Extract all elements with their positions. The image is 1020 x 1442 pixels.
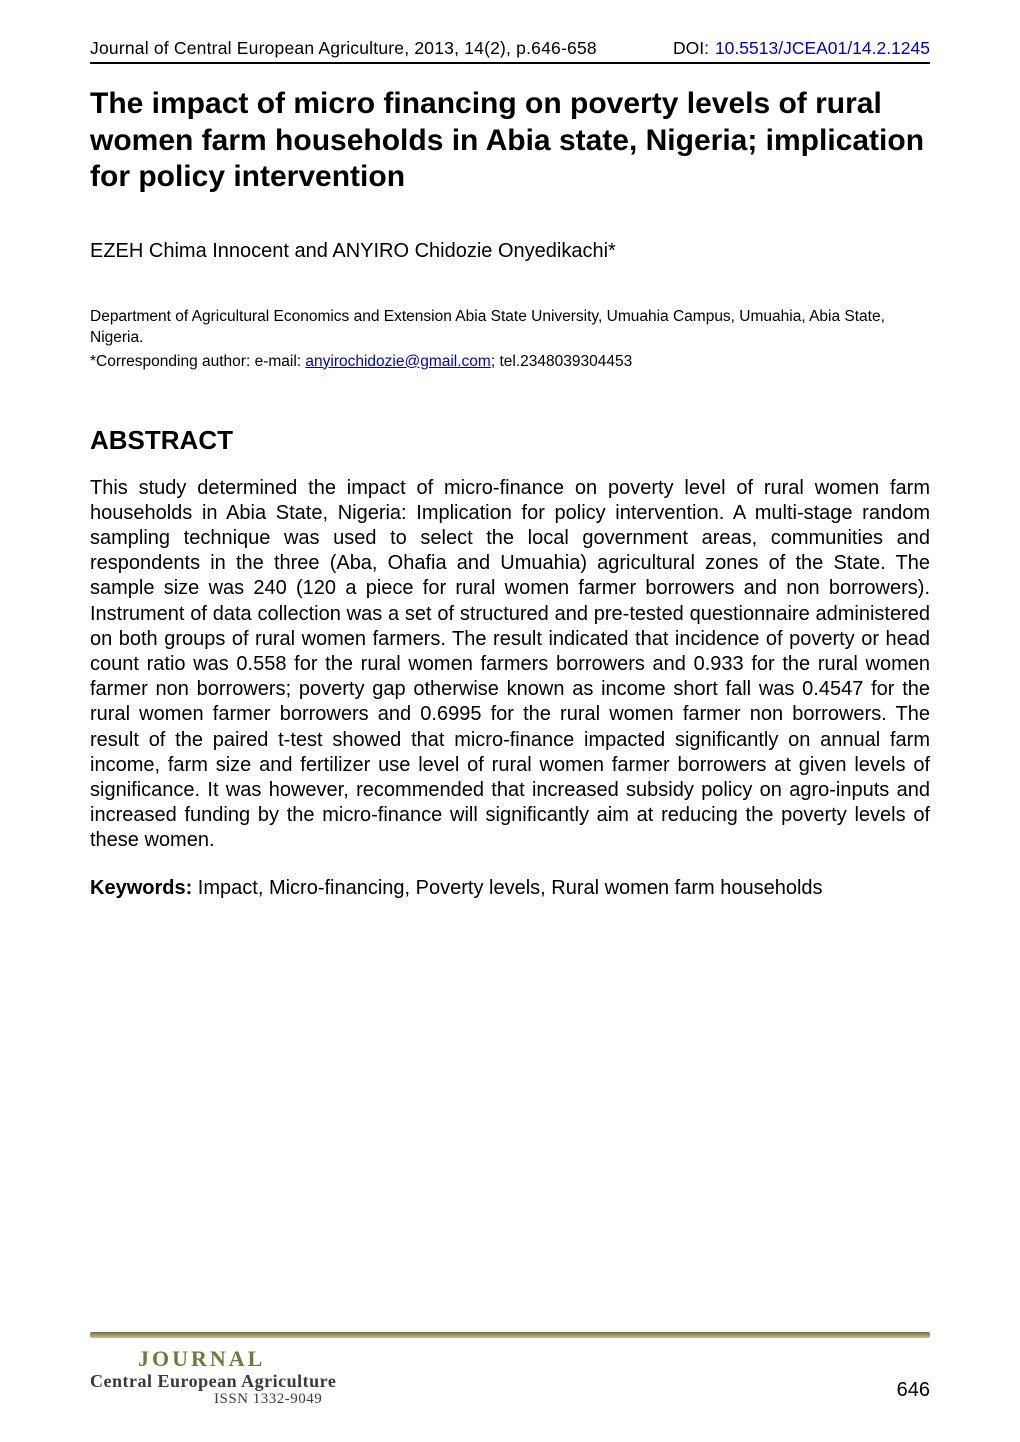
journal-logo: JOURNAL Central European Agriculture ISS… xyxy=(90,1348,336,1408)
running-head: Journal of Central European Agriculture,… xyxy=(90,38,930,64)
corresponding-prefix: *Corresponding author: e-mail: xyxy=(90,353,305,370)
page: Journal of Central European Agriculture,… xyxy=(0,0,1020,1442)
corresponding-email-link[interactable]: anyirochidozie@gmail.com xyxy=(305,353,490,370)
author-line: EZEH Chima Innocent and ANYIRO Chidozie … xyxy=(90,240,930,263)
page-number: 646 xyxy=(897,1379,930,1408)
footer-row: JOURNAL Central European Agriculture ISS… xyxy=(90,1348,930,1408)
issn-text: ISSN 1332-9049 xyxy=(214,1391,322,1408)
keywords-text: Impact, Micro-financing, Poverty levels,… xyxy=(192,877,822,899)
keywords-label: Keywords: xyxy=(90,877,192,899)
abstract-heading: ABSTRACT xyxy=(90,425,930,456)
logo-subtitle: Central European Agriculture xyxy=(90,1372,336,1391)
abstract-body: This study determined the impact of micr… xyxy=(90,476,930,854)
keywords-line: Keywords: Impact, Micro-financing, Pover… xyxy=(90,875,930,901)
logo-word-journal: JOURNAL xyxy=(138,1348,265,1370)
corresponding-author: *Corresponding author: e-mail: anyirochi… xyxy=(90,353,930,371)
doi-label: DOI: xyxy=(673,38,709,58)
page-footer: JOURNAL Central European Agriculture ISS… xyxy=(0,1332,1020,1408)
doi-link[interactable]: 10.5513/JCEA01/14.2.1245 xyxy=(715,38,930,58)
journal-citation: Journal of Central European Agriculture,… xyxy=(90,38,597,59)
footer-rule xyxy=(90,1332,930,1338)
doi-block: DOI: 10.5513/JCEA01/14.2.1245 xyxy=(673,38,930,59)
article-title: The impact of micro financing on poverty… xyxy=(90,86,930,196)
corresponding-suffix: ; tel.2348039304453 xyxy=(491,353,632,370)
affiliation: Department of Agricultural Economics and… xyxy=(90,307,930,349)
